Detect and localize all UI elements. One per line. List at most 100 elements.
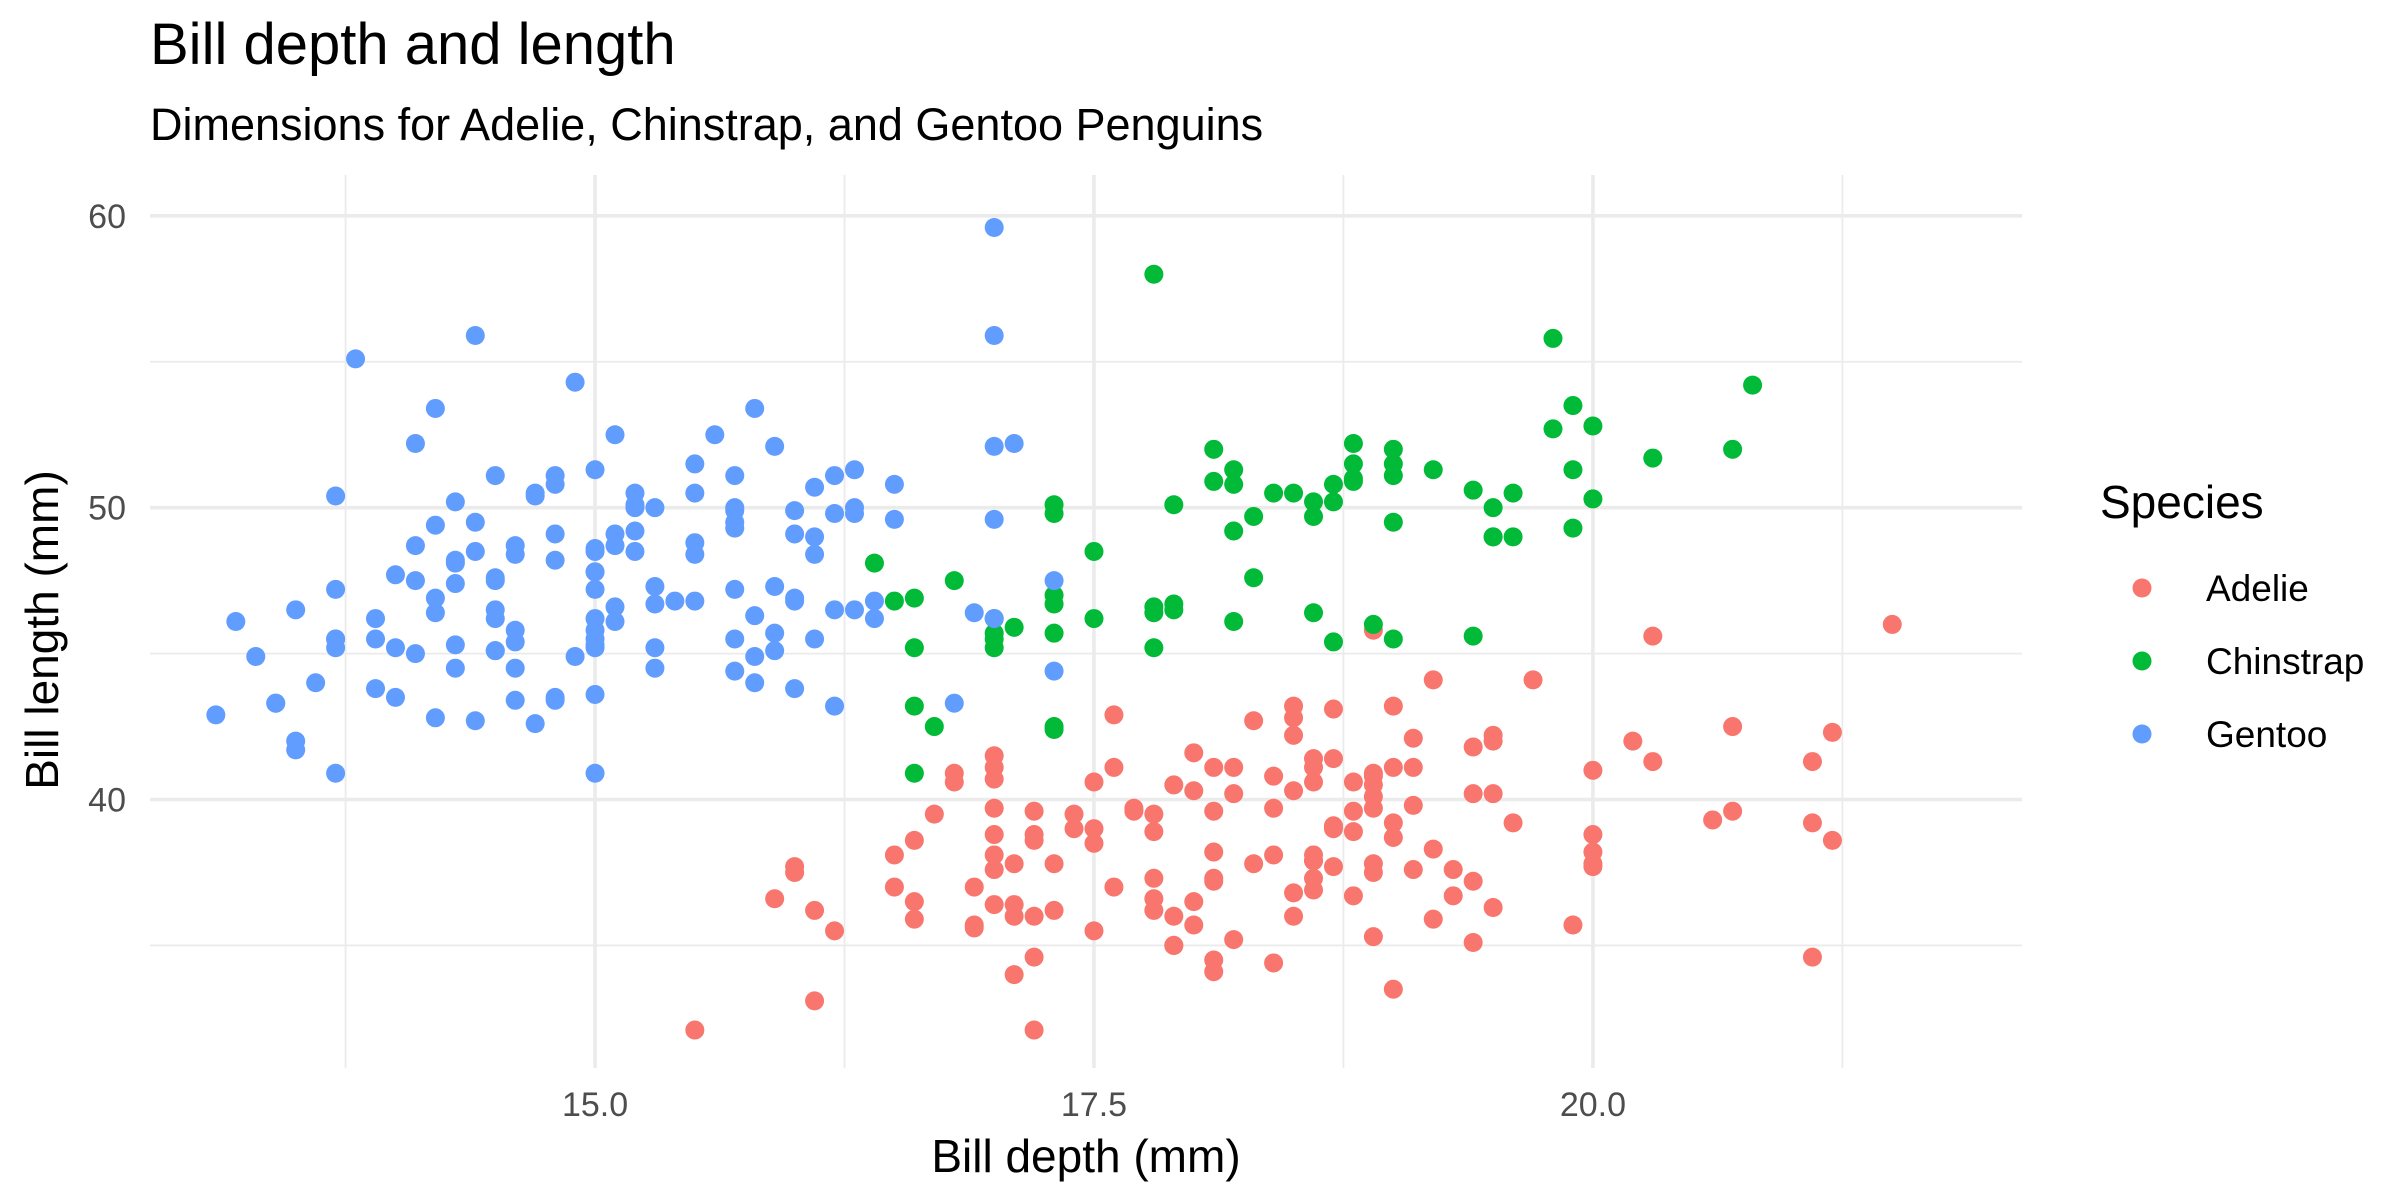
data-point bbox=[1423, 909, 1443, 929]
data-point bbox=[1563, 396, 1583, 416]
data-point bbox=[1264, 845, 1284, 865]
data-point bbox=[1044, 854, 1064, 874]
data-point bbox=[1084, 833, 1104, 853]
data-point bbox=[844, 600, 864, 620]
data-point bbox=[1004, 854, 1024, 874]
series-adelie bbox=[685, 614, 1902, 1040]
data-point bbox=[1583, 489, 1603, 509]
data-point bbox=[425, 398, 445, 418]
data-point bbox=[1363, 927, 1383, 947]
data-point bbox=[1643, 448, 1663, 468]
data-point bbox=[1284, 696, 1304, 716]
data-point bbox=[445, 492, 465, 512]
legend-label: Chinstrap bbox=[2206, 641, 2364, 682]
data-point bbox=[1164, 495, 1184, 515]
data-point bbox=[904, 892, 924, 912]
data-point bbox=[625, 541, 645, 561]
data-point bbox=[585, 684, 605, 704]
legend-title: Species bbox=[2100, 476, 2264, 528]
x-tick-label: 20.0 bbox=[1560, 1086, 1626, 1124]
data-point bbox=[1044, 623, 1064, 643]
data-point bbox=[1104, 757, 1124, 777]
data-point bbox=[565, 647, 585, 667]
data-point bbox=[1204, 439, 1224, 459]
data-point bbox=[765, 576, 785, 596]
data-point bbox=[645, 498, 665, 518]
data-point bbox=[326, 579, 346, 599]
data-point bbox=[1503, 483, 1523, 503]
data-point bbox=[685, 533, 705, 553]
data-point bbox=[1304, 851, 1324, 871]
data-point bbox=[1184, 743, 1204, 763]
data-point bbox=[1822, 722, 1842, 742]
data-point bbox=[864, 553, 884, 573]
data-point bbox=[1802, 752, 1822, 772]
data-point bbox=[1523, 670, 1543, 690]
data-point bbox=[1623, 731, 1643, 751]
data-point bbox=[1563, 460, 1583, 480]
data-point bbox=[685, 591, 705, 611]
data-point bbox=[1643, 626, 1663, 646]
data-point bbox=[485, 466, 505, 486]
data-point bbox=[964, 603, 984, 623]
data-point bbox=[904, 696, 924, 716]
data-point bbox=[585, 541, 605, 561]
data-point bbox=[545, 474, 565, 494]
data-point bbox=[1184, 915, 1204, 935]
data-point bbox=[565, 372, 585, 392]
data-point bbox=[1284, 906, 1304, 926]
data-point bbox=[844, 504, 864, 524]
data-point bbox=[1044, 504, 1064, 524]
data-point bbox=[1144, 822, 1164, 842]
data-point bbox=[1583, 842, 1603, 862]
data-point bbox=[825, 466, 845, 486]
data-point bbox=[1643, 752, 1663, 772]
data-point bbox=[465, 711, 485, 731]
data-point bbox=[984, 436, 1004, 456]
legend: Species Adelie Chinstrap Gentoo bbox=[2100, 476, 2364, 755]
data-point bbox=[844, 460, 864, 480]
data-point bbox=[405, 571, 425, 591]
data-point bbox=[904, 763, 924, 783]
data-point bbox=[1304, 492, 1324, 512]
data-point bbox=[1483, 527, 1503, 547]
data-point bbox=[1244, 854, 1264, 874]
data-point bbox=[884, 877, 904, 897]
data-point bbox=[785, 862, 805, 882]
data-point bbox=[306, 673, 326, 693]
data-point bbox=[1323, 699, 1343, 719]
data-point bbox=[825, 600, 845, 620]
data-point bbox=[785, 679, 805, 699]
data-point bbox=[805, 629, 825, 649]
data-point bbox=[445, 635, 465, 655]
data-point bbox=[1463, 480, 1483, 500]
data-point bbox=[1224, 784, 1244, 804]
data-point bbox=[1383, 827, 1403, 847]
data-point bbox=[1044, 594, 1064, 614]
data-point bbox=[1403, 728, 1423, 748]
data-point bbox=[1383, 466, 1403, 486]
data-point bbox=[246, 647, 266, 667]
data-point bbox=[1004, 906, 1024, 926]
data-point bbox=[1164, 906, 1184, 926]
data-point bbox=[1323, 492, 1343, 512]
legend-label: Gentoo bbox=[2206, 714, 2327, 755]
data-point bbox=[1583, 760, 1603, 780]
data-point bbox=[1304, 506, 1324, 526]
data-point bbox=[1343, 886, 1363, 906]
data-point bbox=[1024, 947, 1044, 967]
data-point bbox=[505, 620, 525, 640]
data-point bbox=[605, 612, 625, 631]
data-point bbox=[1044, 571, 1064, 591]
data-point bbox=[984, 769, 1004, 789]
data-point bbox=[685, 1020, 705, 1040]
data-point bbox=[984, 798, 1004, 818]
data-point bbox=[1383, 813, 1403, 833]
data-point bbox=[1543, 328, 1563, 348]
data-point bbox=[1244, 711, 1264, 731]
data-point bbox=[1363, 798, 1383, 818]
data-point bbox=[1583, 857, 1603, 877]
data-point bbox=[1304, 868, 1324, 888]
data-point bbox=[944, 772, 964, 792]
data-point bbox=[984, 218, 1004, 238]
